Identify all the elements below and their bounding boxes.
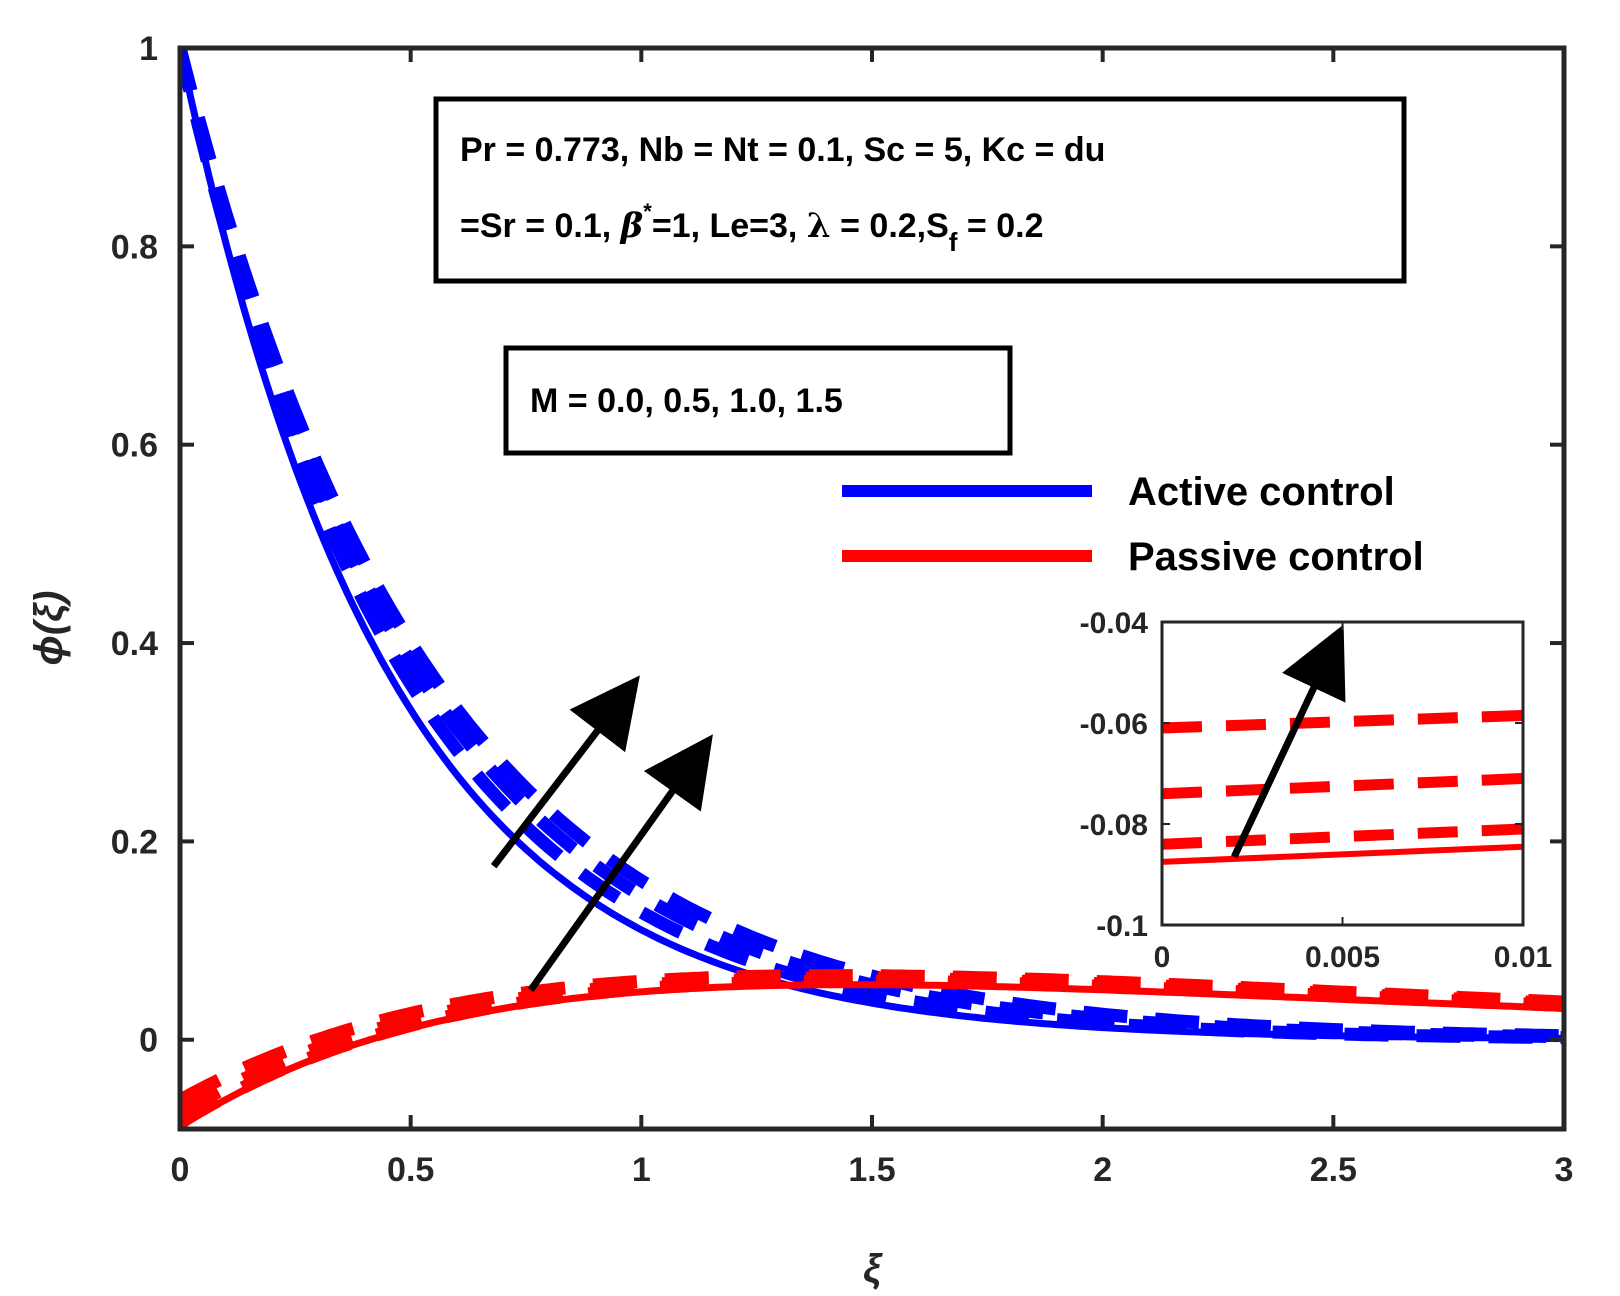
main-arrows xyxy=(490,675,713,993)
parameter-box xyxy=(433,96,1407,284)
trend-arrow xyxy=(490,675,640,869)
x-tick-label: 1 xyxy=(632,1151,651,1189)
y-tick-label: 0 xyxy=(139,1022,158,1060)
inset-x-ticks: 0 0.005 0.01 xyxy=(1154,622,1552,974)
x-tick-label: 0 xyxy=(171,1151,190,1189)
x-axis-title: ξ xyxy=(863,1247,883,1291)
inset-background xyxy=(1162,622,1523,925)
inset-y-tick-label: -0.08 xyxy=(1080,809,1148,842)
legend-label-passive: Passive control xyxy=(1128,535,1424,579)
x-tick-label: 2 xyxy=(1093,1151,1112,1189)
inset-y-tick-label: -0.04 xyxy=(1080,607,1149,640)
x-ticks: 0 0.5 1 1.5 2 2.5 3 xyxy=(171,48,1574,1189)
inset-curves xyxy=(1162,709,1523,865)
inset-series-line-solid xyxy=(1162,843,1523,865)
series-line-active-dashed xyxy=(180,48,1564,1043)
inset-y-tick-label: -0.1 xyxy=(1096,910,1148,943)
x-tick-label: 2.5 xyxy=(1310,1151,1357,1189)
inset-x-tick-label: 0 xyxy=(1154,941,1171,974)
legend-label-active: Active control xyxy=(1128,470,1395,514)
series-line-passive-dashed xyxy=(180,969,1564,1106)
y-tick-label: 0.6 xyxy=(111,427,158,465)
inset-y-tick-label: -0.06 xyxy=(1080,708,1148,741)
y-ticks: 0 0.2 0.4 0.6 0.8 1 xyxy=(111,30,1564,1060)
inset-arrow xyxy=(1231,624,1346,859)
x-tick-label: 3 xyxy=(1555,1151,1574,1189)
inset-y-ticks: -0.1 -0.08 -0.06 -0.04 xyxy=(1080,607,1523,943)
y-tick-label: 0.8 xyxy=(111,228,158,266)
inset-x-tick-label: 0.005 xyxy=(1305,941,1380,974)
parameter-line-1: Pr = 0.773, Nb = Nt = 0.1, Sc = 5, Kc = … xyxy=(460,131,1105,169)
x-tick-label: 1.5 xyxy=(848,1151,895,1189)
y-axis-title: ϕ(ξ) xyxy=(27,591,71,666)
parameter-line-2: =Sr = 0.1, β*=1, Le=3, λ = 0.2,Sf = 0.2 xyxy=(460,199,1043,257)
y-tick-label: 1 xyxy=(139,30,158,68)
x-tick-label: 0.5 xyxy=(387,1151,434,1189)
m-parameter-box xyxy=(503,345,1013,456)
m-parameter-label: M = 0.0, 0.5, 1.0, 1.5 xyxy=(530,382,843,420)
inset-x-tick-label: 0.01 xyxy=(1494,941,1552,974)
series-line-active-dashed xyxy=(180,48,1564,1045)
inset-trend-arrow xyxy=(1231,624,1346,859)
y-tick-label: 0.4 xyxy=(111,625,158,663)
y-tick-label: 0.2 xyxy=(111,823,158,861)
main-curves xyxy=(180,48,1564,1129)
trend-arrow xyxy=(527,734,713,993)
